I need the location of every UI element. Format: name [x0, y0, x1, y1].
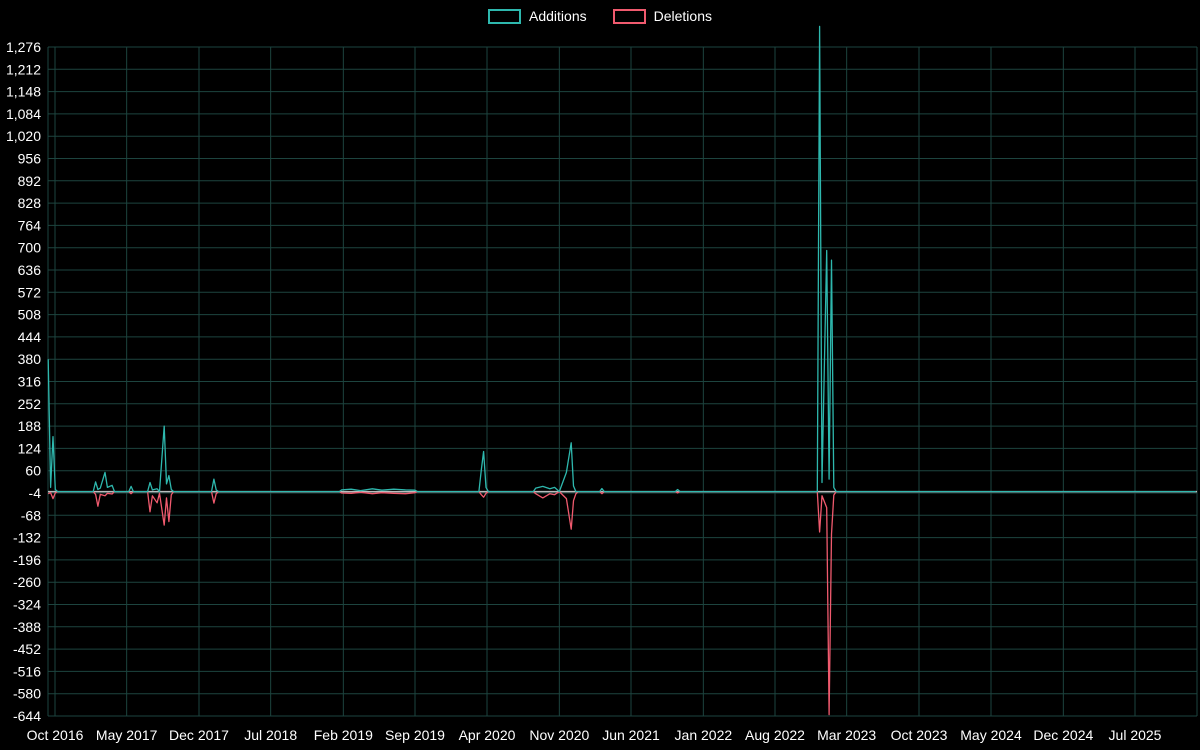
y-tick-label: -580 [13, 686, 41, 702]
x-tick-label: Jun 2021 [602, 727, 660, 743]
y-tick-label: 316 [18, 374, 42, 390]
x-tick-label: Dec 2024 [1033, 727, 1093, 743]
legend-item-deletions[interactable]: Deletions [612, 8, 712, 24]
y-tick-label: -388 [13, 619, 41, 635]
y-tick-label: 572 [18, 284, 42, 300]
y-tick-label: 252 [18, 396, 42, 412]
x-tick-label: May 2017 [96, 727, 158, 743]
x-tick-label: Dec 2017 [169, 727, 229, 743]
deletions-legend-label: Deletions [653, 8, 712, 24]
y-tick-label: 764 [18, 217, 42, 233]
additions-line [47, 25, 1196, 493]
x-tick-label: Jan 2022 [675, 727, 733, 743]
y-tick-label: 636 [18, 262, 42, 278]
y-tick-label: 1,020 [6, 128, 41, 144]
y-tick-label: 60 [25, 463, 41, 479]
additions-legend-label: Additions [529, 8, 587, 24]
y-tick-label: -516 [13, 663, 41, 679]
additions-legend-swatch-icon [488, 8, 522, 24]
y-tick-label: 892 [18, 173, 42, 189]
x-tick-label: Jul 2018 [244, 727, 297, 743]
y-tick-label: 1,084 [6, 106, 41, 122]
y-tick-label: -324 [13, 597, 41, 613]
x-tick-label: Apr 2020 [459, 727, 516, 743]
x-tick-label: Aug 2022 [745, 727, 805, 743]
deletions-legend-swatch-icon [612, 8, 646, 24]
y-tick-label: 828 [18, 195, 42, 211]
y-tick-label: -644 [13, 708, 41, 724]
y-tick-label: 1,148 [6, 84, 41, 100]
x-tick-label: Oct 2016 [27, 727, 84, 743]
y-tick-label: 124 [18, 440, 42, 456]
y-tick-label: 188 [18, 418, 42, 434]
chart-legend: Additions Deletions [0, 8, 1200, 24]
x-tick-label: Mar 2023 [817, 727, 876, 743]
y-tick-label: 700 [18, 240, 42, 256]
x-tick-label: Jul 2025 [1109, 727, 1162, 743]
y-tick-label: 1,276 [6, 39, 41, 55]
deletions-line [47, 490, 1196, 716]
x-tick-label: Oct 2023 [891, 727, 948, 743]
x-tick-label: May 2024 [960, 727, 1022, 743]
y-tick-label: -68 [21, 507, 41, 523]
y-tick-label: -260 [13, 574, 41, 590]
x-tick-label: Nov 2020 [529, 727, 589, 743]
y-tick-label: -196 [13, 552, 41, 568]
x-tick-label: Sep 2019 [385, 727, 445, 743]
y-tick-label: 380 [18, 351, 42, 367]
legend-item-additions[interactable]: Additions [488, 8, 587, 24]
x-tick-label: Feb 2019 [314, 727, 373, 743]
y-tick-label: -4 [29, 485, 42, 501]
y-tick-label: 444 [18, 329, 42, 345]
y-tick-label: -132 [13, 530, 41, 546]
y-tick-label: 1,212 [6, 61, 41, 77]
y-tick-label: 956 [18, 151, 42, 167]
y-tick-label: -452 [13, 641, 41, 657]
y-tick-label: 508 [18, 307, 42, 323]
